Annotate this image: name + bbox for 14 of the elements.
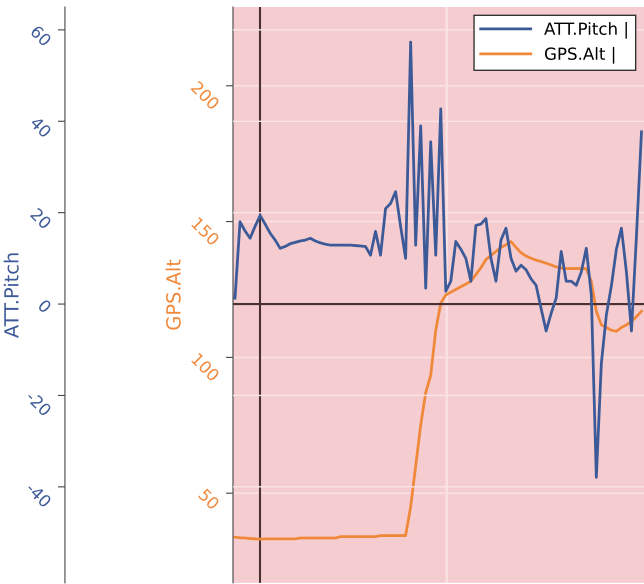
y-tick-label: 200 xyxy=(190,80,220,110)
y2-tick-label: -20 xyxy=(25,390,52,417)
y2-tick-label: 60 xyxy=(30,24,52,47)
y2-tick-label: -40 xyxy=(25,481,52,508)
y2-tick-label: 0 xyxy=(37,298,52,314)
y2-tick-label: 20 xyxy=(30,207,52,230)
y2-axis-title: ATT.Pitch xyxy=(4,253,19,338)
y-tick-label: 150 xyxy=(190,216,220,246)
y-axis-title: GPS.Alt xyxy=(166,260,181,330)
y-tick-label: 100 xyxy=(190,352,220,382)
legend-label: ATT.Pitch | xyxy=(544,22,627,39)
y2-tick-label: 40 xyxy=(30,116,52,138)
y-tick-label: 50 xyxy=(198,488,220,510)
legend-label: GPS.Alt | xyxy=(544,47,614,64)
